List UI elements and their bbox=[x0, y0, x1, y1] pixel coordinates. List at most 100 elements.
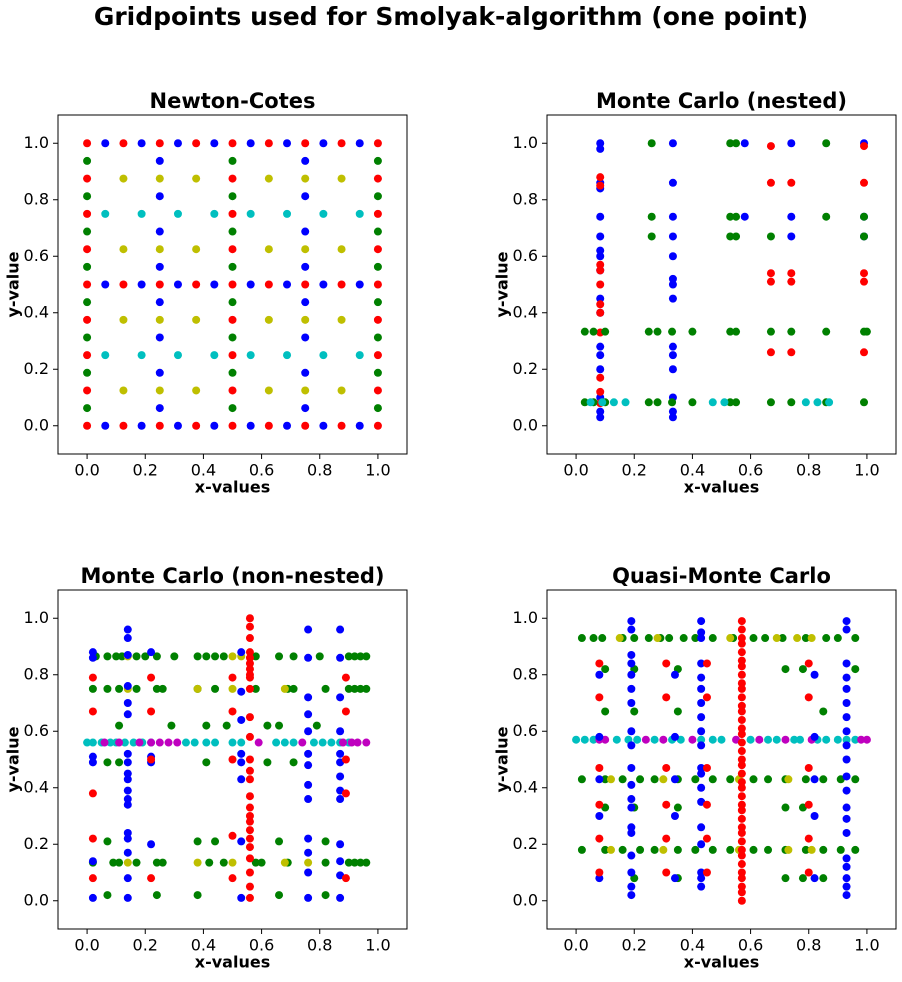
point bbox=[245, 803, 254, 812]
point bbox=[355, 209, 364, 218]
point bbox=[596, 212, 605, 221]
point bbox=[251, 684, 260, 693]
point bbox=[615, 634, 624, 643]
point bbox=[650, 845, 659, 854]
point bbox=[761, 634, 770, 643]
point bbox=[851, 735, 860, 744]
x-tick-label: 1.0 bbox=[854, 936, 879, 955]
point bbox=[272, 738, 281, 747]
y-tick-label: 0.4 bbox=[24, 777, 49, 796]
point bbox=[842, 772, 851, 781]
point bbox=[787, 348, 796, 357]
point bbox=[627, 891, 636, 900]
point bbox=[668, 178, 677, 187]
point bbox=[595, 763, 604, 772]
point bbox=[83, 386, 92, 395]
point bbox=[245, 732, 254, 741]
point bbox=[373, 245, 382, 254]
point bbox=[851, 634, 860, 643]
point bbox=[264, 174, 273, 183]
point bbox=[851, 845, 860, 854]
point bbox=[373, 315, 382, 324]
point bbox=[283, 280, 292, 289]
point bbox=[246, 351, 255, 360]
point bbox=[668, 274, 677, 283]
x-tick-label: 0.0 bbox=[74, 936, 99, 955]
point bbox=[119, 421, 128, 430]
point bbox=[697, 684, 706, 693]
point bbox=[219, 858, 228, 867]
point bbox=[668, 232, 677, 241]
point bbox=[193, 652, 202, 661]
point bbox=[301, 315, 310, 324]
point bbox=[810, 812, 819, 820]
point bbox=[132, 684, 141, 693]
point bbox=[228, 298, 237, 307]
point bbox=[228, 874, 237, 883]
point bbox=[810, 732, 819, 741]
point bbox=[804, 763, 813, 772]
point bbox=[275, 652, 284, 661]
point bbox=[263, 758, 272, 767]
point bbox=[749, 845, 758, 854]
point bbox=[246, 280, 255, 289]
point bbox=[173, 209, 182, 218]
point bbox=[301, 386, 310, 395]
point bbox=[627, 727, 636, 736]
point bbox=[702, 659, 711, 668]
point bbox=[772, 634, 781, 643]
point bbox=[580, 327, 589, 336]
point bbox=[842, 803, 851, 812]
point bbox=[862, 327, 871, 336]
point bbox=[627, 741, 636, 750]
point bbox=[245, 665, 254, 674]
point bbox=[697, 874, 706, 883]
point bbox=[673, 707, 682, 716]
point bbox=[589, 327, 598, 336]
point bbox=[801, 845, 810, 854]
point bbox=[697, 617, 706, 626]
point bbox=[103, 684, 112, 693]
point bbox=[123, 634, 132, 643]
point bbox=[106, 738, 115, 747]
point bbox=[101, 209, 110, 218]
point bbox=[691, 775, 700, 784]
point bbox=[842, 828, 851, 837]
point bbox=[123, 800, 132, 809]
point bbox=[650, 735, 659, 744]
y-tick-label: 0.6 bbox=[513, 246, 538, 265]
point bbox=[283, 421, 292, 430]
point bbox=[245, 868, 254, 877]
point bbox=[860, 232, 869, 241]
point bbox=[245, 684, 254, 693]
x-tick-label: 0.2 bbox=[622, 461, 647, 480]
point bbox=[304, 653, 313, 662]
point bbox=[708, 398, 717, 407]
point bbox=[627, 699, 636, 707]
point bbox=[596, 260, 605, 269]
x-tick-label: 0.4 bbox=[680, 461, 705, 480]
point bbox=[697, 735, 706, 744]
point bbox=[737, 860, 746, 869]
subplot-title: Monte Carlo (non-nested) bbox=[81, 564, 385, 588]
x-tick-label: 0.8 bbox=[796, 936, 821, 955]
point bbox=[147, 673, 156, 682]
point bbox=[596, 294, 605, 303]
point bbox=[627, 823, 636, 832]
point bbox=[670, 812, 679, 820]
point bbox=[627, 795, 636, 804]
point bbox=[228, 333, 237, 342]
point bbox=[595, 874, 604, 883]
point bbox=[627, 828, 636, 837]
point bbox=[257, 858, 266, 867]
point bbox=[211, 837, 220, 846]
point bbox=[83, 209, 92, 218]
x-tick-label: 0.0 bbox=[563, 936, 588, 955]
point bbox=[88, 673, 97, 682]
point bbox=[304, 625, 313, 634]
point bbox=[155, 386, 164, 395]
point bbox=[627, 851, 636, 860]
point bbox=[636, 845, 645, 854]
point bbox=[662, 800, 671, 809]
point bbox=[851, 775, 860, 784]
